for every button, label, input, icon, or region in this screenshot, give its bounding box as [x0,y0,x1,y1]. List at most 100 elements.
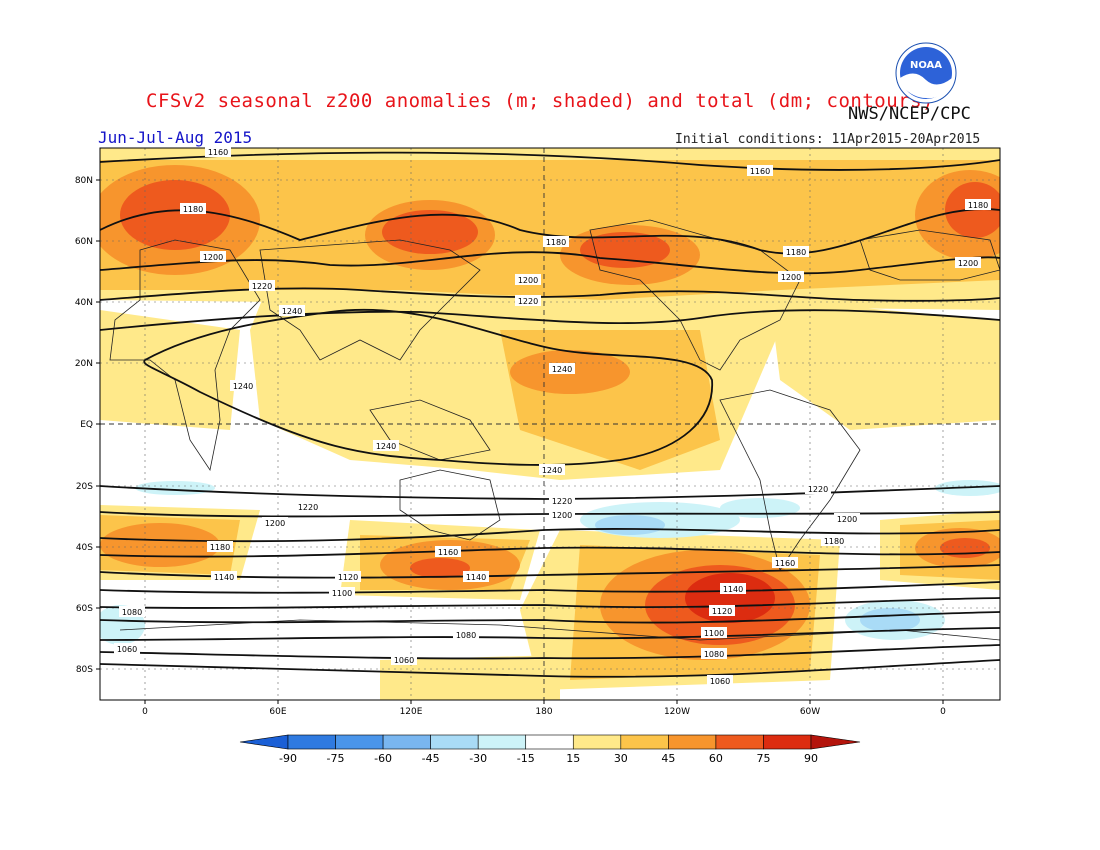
contour-label-box [207,541,233,552]
lon-tick-label: 120W [664,707,690,717]
contour-label: 1240 [376,442,396,451]
contour-labels: 1160 1160 1180 1180 1180 1180 1200 1200 1200 1200… [114,146,991,686]
contour-label: 1140 [723,585,743,594]
colorbar-segment [668,734,717,750]
colorbar-tick-label: 15 [566,752,580,765]
contour-label: 1240 [542,466,562,475]
colorbar-tick-label: -15 [517,752,535,765]
contour-label-box [249,280,275,291]
contour-label-box [230,380,256,391]
lon-tick-label: 0 [142,707,148,717]
contour-label-box [262,517,288,528]
contour-label-box [329,587,355,598]
contour-label-box [373,440,399,451]
noaa-logo-icon: NOAA [895,42,957,104]
contour-label-box [515,274,541,285]
colorbar-segment [763,734,812,750]
colorbar-tick-label: -45 [422,752,440,765]
lat-tick-label: 40S [76,543,93,553]
contour-label: 1200 [552,511,572,520]
map-title: CFSv2 seasonal z200 anomalies (m; shaded… [146,90,934,112]
contour-label-box [539,464,565,475]
contour-label-box [709,605,735,616]
contour-label: 1180 [183,205,203,214]
colorbar-tick-label: 30 [614,752,628,765]
contour-label: 1200 [958,259,978,268]
contour-label: 1100 [704,629,724,638]
colorbar: -90 -75 -60 -45 -30 -15 15 30 45 60 75 90 [239,734,861,765]
contour-label-box [515,295,541,306]
contour-label-box [295,501,321,512]
contour-label-box [805,483,831,494]
contour-label-box [834,513,860,524]
contour-label-box [114,643,140,654]
contour-label: 1200 [781,273,801,282]
colorbar-segment [572,734,622,750]
contour-label-box [965,199,991,210]
lat-tick-label: 20S [76,482,93,492]
contour-label-box [435,546,461,557]
contour-label: 1120 [338,573,358,582]
contour-label: 1160 [438,548,458,557]
contour-label: 1240 [282,307,302,316]
lat-tick-label: EQ [80,420,93,430]
contour-label-box [701,627,727,638]
logo-text: NOAA [910,60,942,71]
contour-label: 1220 [298,503,318,512]
contour-label: 1220 [518,297,538,306]
contour-label-box [453,629,479,640]
lat-tick-label: 60S [76,604,93,614]
contour-label: 1180 [968,201,988,210]
contour-label-box [549,495,575,506]
contour-label: 1200 [518,276,538,285]
contour-label: 1100 [332,589,352,598]
contour-label: 1200 [265,519,285,528]
contour-label: 1160 [208,148,228,157]
contour-label-box [463,571,489,582]
contour-label-box [180,203,206,214]
lat-tick-label: 40N [75,298,93,308]
contour-label: 1160 [750,167,770,176]
colorbar-tick-label: -30 [469,752,487,765]
contour-label: 1140 [214,573,234,582]
season-label: Jun-Jul-Aug 2015 [98,128,253,147]
colorbar-segment [477,734,527,750]
contour-label-box [211,571,237,582]
colorbar-tick-label: -90 [279,752,297,765]
contour-label: 1080 [122,608,142,617]
contour-label-box [707,675,733,686]
contour-label: 1060 [710,677,730,686]
lon-tick-label: 120E [400,707,423,717]
contour-label: 1220 [252,282,272,291]
contour-label: 1180 [786,248,806,257]
contour-label: 1240 [552,365,572,374]
agency-label: NWS/NCEP/CPC [848,104,971,124]
contour-label: 1180 [210,543,230,552]
colorbar-tick-label: -60 [374,752,392,765]
anomaly-band-60-75 [120,180,1000,645]
colorbar-tick-label: 60 [709,752,723,765]
lat-tick-label: 80S [76,665,93,675]
contour-label-box [747,165,773,176]
lon-tick-label: 180 [535,707,552,717]
contour-label-box [772,557,798,568]
contour-label: 1080 [456,631,476,640]
colorbar-segment [620,734,669,750]
colorbar-segment [335,734,384,750]
contour-label: 1200 [837,515,857,524]
contour-label-box [720,583,746,594]
colorbar-arrow-left [239,734,289,750]
contour-label: 1220 [808,485,828,494]
colorbar-tick-label: -75 [327,752,345,765]
lon-tick-label: 0 [940,707,946,717]
colorbar-segment [525,734,574,750]
colorbar-tick-label: 45 [661,752,675,765]
contour-label-box [119,606,145,617]
contour-label-box [778,271,804,282]
contour-label-box [335,571,361,582]
colorbar-segment [430,734,479,750]
contour-label: 1080 [704,650,724,659]
contour-label-box [391,654,417,665]
lon-tick-label: 60W [800,707,820,717]
